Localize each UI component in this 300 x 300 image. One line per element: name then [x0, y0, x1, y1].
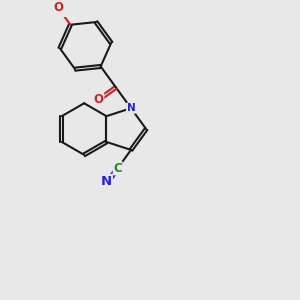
Text: O: O [53, 1, 63, 14]
Text: N: N [101, 175, 112, 188]
Text: N: N [127, 103, 135, 113]
Text: O: O [94, 93, 104, 106]
Text: C: C [113, 162, 122, 175]
